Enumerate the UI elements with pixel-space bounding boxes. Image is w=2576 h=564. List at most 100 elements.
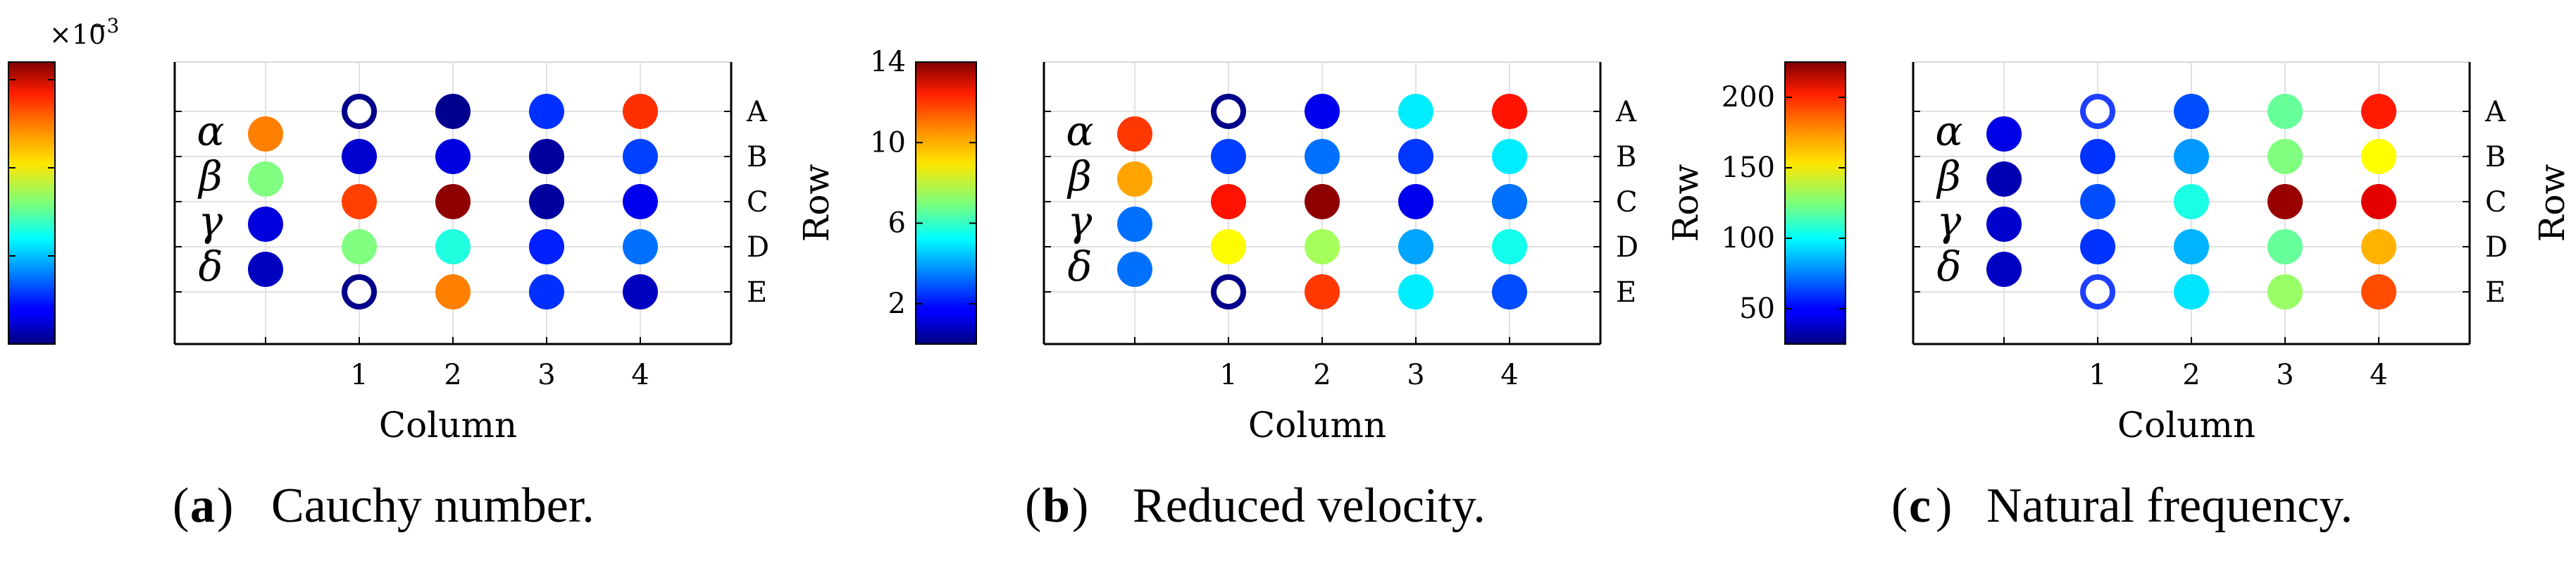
data-marker <box>1305 229 1340 264</box>
reference-label: γ <box>1068 197 1093 245</box>
data-marker <box>1398 184 1433 219</box>
colorbar-c <box>1784 61 1846 345</box>
caption-c: Natural frequency. <box>1986 479 2353 533</box>
data-marker <box>1492 274 1527 309</box>
data-marker <box>529 139 564 174</box>
x-tick-label: 3 <box>2276 359 2294 391</box>
caption-close-paren-c: ) <box>1936 479 1952 533</box>
data-marker <box>1211 184 1246 219</box>
reference-label: δ <box>199 243 223 290</box>
x-tick-label: 2 <box>2182 359 2200 391</box>
y-tick-label: D <box>1616 231 1638 264</box>
data-marker <box>1398 274 1433 309</box>
reference-label: α <box>197 107 224 155</box>
data-marker <box>529 274 564 309</box>
y-tick-label: A <box>1615 96 1637 128</box>
data-marker <box>529 94 564 129</box>
caption-close-paren-a: ) <box>217 479 233 533</box>
caption-close-paren-b: ) <box>1072 479 1088 533</box>
data-marker <box>435 229 471 264</box>
y-tick-label: B <box>1616 141 1636 173</box>
caption-letter-b: b <box>1043 479 1070 533</box>
reference-marker <box>1117 252 1152 287</box>
caption-open-paren-b: ( <box>1025 479 1041 533</box>
data-marker-hollow <box>342 274 377 309</box>
data-marker <box>1211 139 1246 174</box>
data-marker <box>2174 139 2209 174</box>
data-marker <box>2361 274 2396 309</box>
colorbar-exponent-base-a: ×10 <box>49 19 106 50</box>
data-marker-hollow <box>2080 94 2115 129</box>
data-marker <box>2080 184 2115 219</box>
x-axis-label-b: Column <box>1248 405 1386 446</box>
reference-marker <box>248 252 283 287</box>
caption-letter-c: c <box>1909 479 1931 533</box>
y-tick-label: C <box>747 186 769 219</box>
y-tick-label: C <box>2485 186 2507 219</box>
colorbar-exponent-power-a: −3 <box>90 14 119 37</box>
data-marker <box>2267 229 2303 264</box>
x-tick-label: 2 <box>444 359 461 391</box>
data-marker <box>1305 139 1340 174</box>
data-marker <box>2267 94 2303 129</box>
x-tick-label: 4 <box>2370 359 2387 391</box>
colorbar-tick-label: 200 <box>1722 81 1775 114</box>
data-marker <box>1398 229 1433 264</box>
reference-marker <box>1986 161 2022 197</box>
y-axis-label-b: Row <box>1665 164 1706 243</box>
y-tick-label: D <box>2485 231 2508 264</box>
data-marker <box>2267 274 2303 309</box>
x-tick-label: 4 <box>631 359 649 391</box>
reference-marker <box>248 161 283 197</box>
reference-marker <box>248 207 283 242</box>
y-tick-label: A <box>746 96 768 128</box>
reference-label: α <box>1935 107 1962 155</box>
data-marker <box>2080 229 2115 264</box>
data-marker <box>623 229 658 264</box>
data-marker <box>2080 139 2115 174</box>
colorbar-tick-label: 6 <box>888 207 906 240</box>
data-marker <box>1492 139 1527 174</box>
x-axis-label-a: Column <box>379 405 517 446</box>
data-marker <box>623 184 658 219</box>
reference-label: β <box>1066 152 1092 200</box>
data-marker <box>1492 229 1527 264</box>
reference-label: β <box>1936 152 1961 200</box>
y-tick-label: D <box>747 231 769 264</box>
reference-marker <box>248 116 283 152</box>
reference-label: γ <box>199 197 223 245</box>
data-marker <box>1305 94 1340 129</box>
colorbar-tick-label: 50 <box>1739 293 1775 325</box>
x-tick-label: 1 <box>2089 359 2106 391</box>
x-tick-label: 2 <box>1313 359 1331 391</box>
data-marker-hollow <box>1211 274 1246 309</box>
colorbar-tick-label: 14 <box>870 46 906 78</box>
reference-marker <box>1986 207 2022 242</box>
colorbar-ticks-a: 123 <box>8 79 55 257</box>
y-tick-label: B <box>2485 141 2506 173</box>
x-tick-label: 3 <box>537 359 555 391</box>
data-marker-hollow <box>2080 274 2115 309</box>
reference-marker <box>1117 207 1152 242</box>
x-axis-label-c: Column <box>2117 405 2255 446</box>
y-axis-label-c: Row <box>2532 164 2572 243</box>
y-tick-label: A <box>2484 96 2506 128</box>
data-marker <box>342 184 377 219</box>
x-tick-label: 3 <box>1407 359 1424 391</box>
data-marker <box>435 94 471 129</box>
data-marker <box>1398 139 1433 174</box>
data-marker <box>1305 274 1340 309</box>
data-marker <box>1398 94 1433 129</box>
caption-open-paren-a: ( <box>173 479 189 533</box>
data-marker <box>342 229 377 264</box>
reference-marker <box>1986 116 2022 152</box>
data-marker <box>2361 94 2396 129</box>
data-marker <box>1211 229 1246 264</box>
caption-open-paren-c: ( <box>1891 479 1908 533</box>
data-marker <box>342 139 377 174</box>
colorbar-ticks-b: 2 6 10 14 <box>870 46 976 320</box>
